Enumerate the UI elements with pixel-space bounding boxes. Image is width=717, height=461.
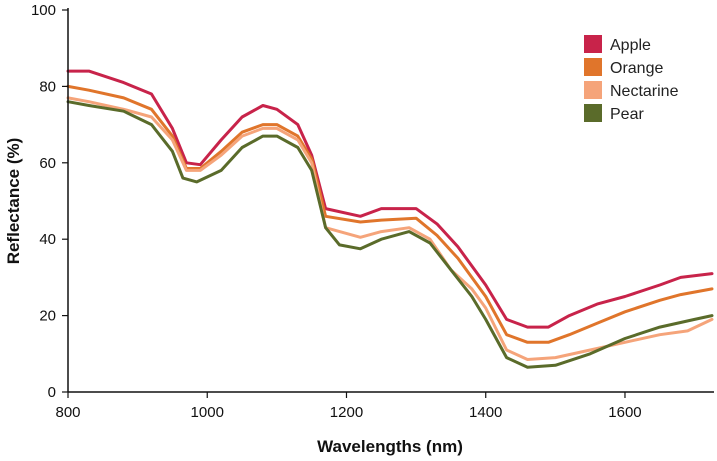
y-tick-label: 100 — [31, 2, 56, 19]
x-ticks: 800 1000 1200 1400 1600 — [55, 392, 642, 421]
series-line-pear — [66, 100, 714, 369]
x-tick-label: 1600 — [608, 404, 641, 421]
legend-label-orange: Orange — [610, 60, 663, 77]
legend-label-apple: Apple — [610, 37, 651, 54]
y-ticks: 0 20 40 60 80 100 — [31, 2, 68, 401]
x-tick-label: 1000 — [191, 404, 224, 421]
y-tick-label: 40 — [39, 231, 56, 248]
legend-swatch-nectarine — [584, 81, 602, 99]
y-axis-title: Reflectance (%) — [4, 138, 23, 265]
series-line-orange — [66, 84, 714, 344]
legend-swatch-apple — [584, 35, 602, 53]
legend-swatch-orange — [584, 58, 602, 76]
y-tick-label: 80 — [39, 78, 56, 95]
series-line-nectarine — [66, 96, 714, 361]
x-tick-label: 1200 — [330, 404, 363, 421]
x-tick-label: 800 — [55, 404, 80, 421]
y-tick-label: 0 — [48, 384, 56, 401]
legend-swatch-pear — [584, 104, 602, 122]
legend-label-pear: Pear — [610, 106, 644, 123]
y-tick-label: 20 — [39, 308, 56, 325]
series-line-apple — [66, 69, 714, 329]
x-axis-title: Wavelengths (nm) — [317, 437, 463, 456]
axes — [67, 8, 714, 393]
y-tick-label: 60 — [39, 155, 56, 172]
legend-label-nectarine: Nectarine — [610, 83, 679, 100]
legend: Apple Orange Nectarine Pear — [584, 35, 679, 123]
plot-lines — [66, 69, 714, 369]
x-tick-label: 1400 — [469, 404, 502, 421]
